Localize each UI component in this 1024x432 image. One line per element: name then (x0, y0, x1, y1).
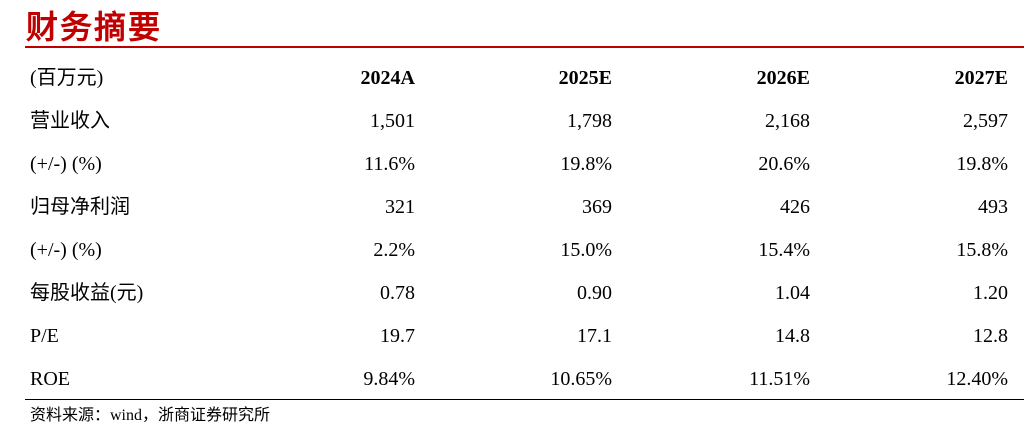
table-row: 营业收入 1,501 1,798 2,168 2,597 (0, 106, 1024, 136)
header-row: (百万元) 2024A 2025E 2026E 2027E (0, 63, 1024, 93)
table-row: P/E 19.7 17.1 14.8 12.8 (0, 321, 1024, 351)
cell-value: 1,501 (370, 110, 415, 132)
row-label: (+/-) (%) (30, 153, 102, 175)
cell-value: 9.84% (363, 368, 415, 390)
table-row: (+/-) (%) 11.6% 19.8% 20.6% 19.8% (0, 149, 1024, 179)
cell-value: 15.4% (758, 239, 810, 261)
title-rule (25, 46, 1024, 48)
source-note: 资料来源：wind，浙商证券研究所 (30, 407, 271, 424)
row-label: (+/-) (%) (30, 239, 102, 261)
row-label: 每股收益(元) (30, 282, 144, 304)
cell-value: 2,168 (765, 110, 810, 132)
cell-value: 10.65% (550, 368, 612, 390)
title: 财务摘要 (26, 9, 163, 45)
table-row: (+/-) (%) 2.2% 15.0% 15.4% 15.8% (0, 235, 1024, 265)
cell-value: 426 (780, 196, 810, 218)
cell-value: 19.8% (560, 153, 612, 175)
cell-value: 17.1 (577, 325, 612, 347)
cell-value: 321 (385, 196, 415, 218)
cell-value: 12.40% (946, 368, 1008, 390)
cell-value: 493 (978, 196, 1008, 218)
row-label: ROE (30, 368, 70, 390)
column-header: 2024A (360, 67, 415, 89)
column-header: 2026E (756, 67, 810, 89)
table-row: ROE 9.84% 10.65% 11.51% 12.40% (0, 364, 1024, 394)
cell-value: 11.51% (749, 368, 810, 390)
column-header: (百万元) (30, 67, 104, 89)
cell-value: 0.78 (380, 282, 415, 304)
column-header: 2025E (558, 67, 612, 89)
column-header: 2027E (954, 67, 1008, 89)
cell-value: 19.7 (380, 325, 415, 347)
cell-value: 12.8 (973, 325, 1008, 347)
table-row: 每股收益(元) 0.78 0.90 1.04 1.20 (0, 278, 1024, 308)
cell-value: 0.90 (577, 282, 612, 304)
cell-value: 2.2% (373, 239, 415, 261)
cell-value: 15.8% (956, 239, 1008, 261)
table-row: 归母净利润 321 369 426 493 (0, 192, 1024, 222)
row-label: P/E (30, 325, 59, 347)
cell-value: 2,597 (963, 110, 1008, 132)
cell-value: 19.8% (956, 153, 1008, 175)
cell-value: 15.0% (560, 239, 612, 261)
row-label: 归母净利润 (30, 196, 130, 218)
cell-value: 20.6% (758, 153, 810, 175)
cell-value: 369 (582, 196, 612, 218)
row-label: 营业收入 (30, 110, 110, 132)
cell-value: 11.6% (364, 153, 415, 175)
cell-value: 1.20 (973, 282, 1008, 304)
cell-value: 1.04 (775, 282, 810, 304)
cell-value: 1,798 (567, 110, 612, 132)
table-rule (25, 399, 1024, 400)
cell-value: 14.8 (775, 325, 810, 347)
